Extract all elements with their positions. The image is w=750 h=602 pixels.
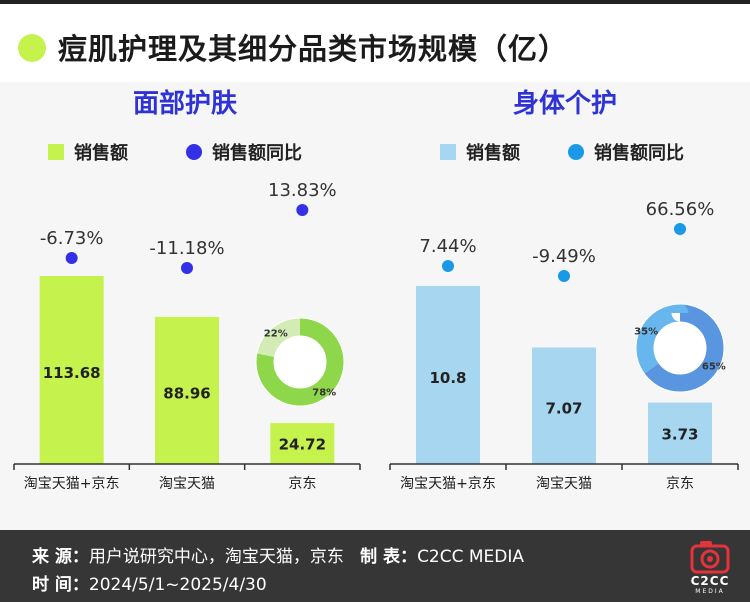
x-tick-label: 京东 xyxy=(288,476,316,492)
footer-source-line: 来 源：用户说研究中心，淘宝天猫，京东 制 表：C2CC MEDIA xyxy=(32,542,524,567)
time-label: 时 间： xyxy=(32,575,89,595)
yoy-label: 13.83% xyxy=(268,180,337,201)
yoy-point xyxy=(181,262,193,274)
bar-value-label: 3.73 xyxy=(661,425,698,443)
bar-value-label: 10.8 xyxy=(429,369,466,387)
x-tick-label: 淘宝天猫+京东 xyxy=(24,476,120,492)
yoy-point xyxy=(296,204,309,216)
camera-icon xyxy=(690,541,730,574)
legend-swatch-sales xyxy=(48,144,64,160)
yoy-label: -9.49% xyxy=(532,246,596,267)
legend-label-yoy: 销售额同比 xyxy=(212,142,302,164)
yoy-point xyxy=(674,223,686,235)
bar-value-label: 24.72 xyxy=(279,436,326,454)
title-bar: 痘肌护理及其细分品类市场规模（亿） xyxy=(0,0,750,80)
panel-title: 面部护肤 xyxy=(133,89,238,119)
maker-label: 制 表： xyxy=(360,547,418,567)
source-value: 用户说研究中心，淘宝天猫，京东 xyxy=(88,547,344,567)
bar xyxy=(155,316,219,464)
legend-swatch-sales xyxy=(440,144,456,160)
x-tick-label: 淘宝天猫 xyxy=(159,476,215,492)
legend-dot-yoy xyxy=(186,144,202,160)
logo-subtext: MEDIA xyxy=(695,588,725,595)
yoy-point xyxy=(558,270,570,282)
footer: 来 源：用户说研究中心，淘宝天猫，京东 制 表：C2CC MEDIA 时 间：2… xyxy=(0,530,750,602)
donut-label: 35% xyxy=(634,327,658,338)
panel-title: 身体个护 xyxy=(513,88,617,119)
legend-label-sales: 销售额 xyxy=(466,142,520,164)
yoy-label: -11.18% xyxy=(149,238,224,259)
x-tick-label: 淘宝天猫+京东 xyxy=(400,476,496,492)
page-title: 痘肌护理及其细分品类市场规模（亿） xyxy=(58,32,569,66)
bar-value-label: 113.68 xyxy=(43,364,101,382)
maker-value: C2CC MEDIA xyxy=(417,547,525,567)
bar xyxy=(648,402,712,464)
chart-area: 面部护肤销售额 销售额同比 113.68 88.96 24.72 -6.73% -11.18… xyxy=(0,82,750,530)
bar-value-label: 88.96 xyxy=(163,384,210,402)
donut-label: 78% xyxy=(312,387,336,398)
bar xyxy=(270,423,335,464)
legend-label-sales: 销售额 xyxy=(74,142,128,164)
donut-label: 22% xyxy=(264,329,288,340)
yoy-point xyxy=(65,252,78,264)
legend-dot-yoy xyxy=(568,144,584,160)
logo-text: C2CC xyxy=(690,574,730,588)
x-tick-label: 京东 xyxy=(666,476,694,492)
footer-time-line: 时 间：2024/5/1~2025/4/30 xyxy=(32,570,267,595)
bar-value-label: 7.07 xyxy=(545,400,582,418)
legend-label-yoy: 销售额同比 xyxy=(594,142,684,164)
x-tick-label: 淘宝天猫 xyxy=(536,476,592,492)
donut-slice xyxy=(636,304,724,392)
bar xyxy=(39,276,104,464)
time-value: 2024/5/1~2025/4/30 xyxy=(88,575,267,595)
donut-slice xyxy=(256,318,344,406)
bar xyxy=(532,347,596,464)
title-bullet-icon xyxy=(18,34,46,62)
yoy-point xyxy=(442,260,454,272)
yoy-label: 66.56% xyxy=(646,199,715,220)
c2cc-logo: C2CC MEDIA xyxy=(682,538,738,600)
yoy-label: 7.44% xyxy=(419,236,476,257)
bar xyxy=(416,286,480,464)
yoy-label: -6.73% xyxy=(40,228,104,249)
source-label: 来 源： xyxy=(32,547,89,567)
donut-label: 65% xyxy=(702,361,726,372)
